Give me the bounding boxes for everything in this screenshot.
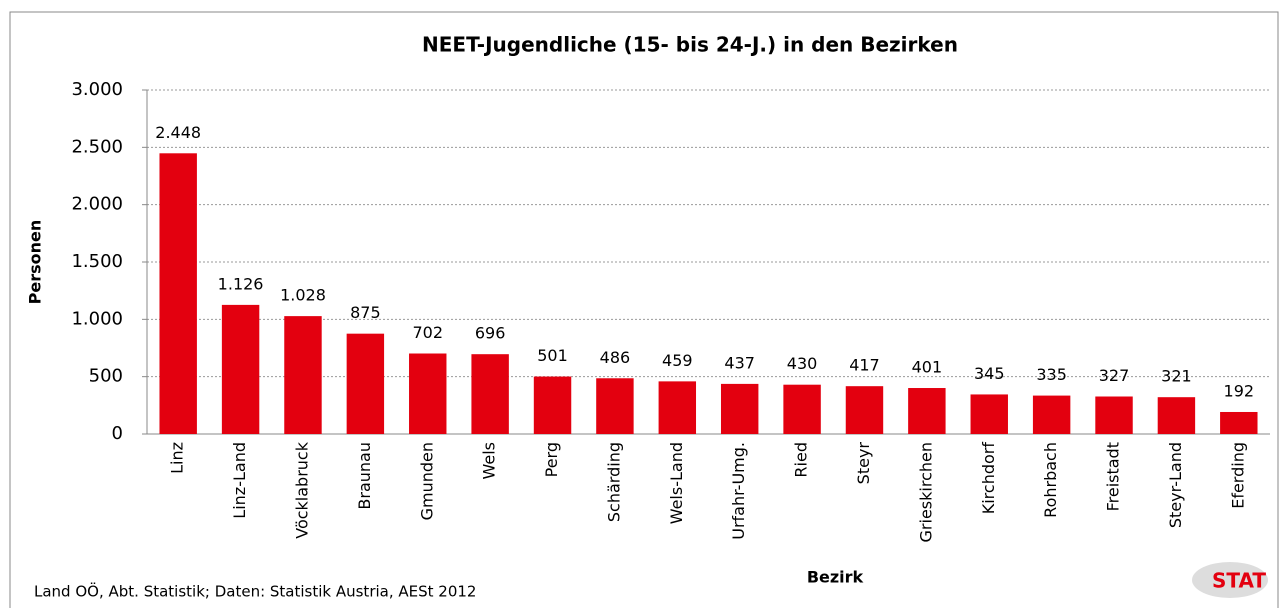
y-tick-label: 0 <box>112 423 123 444</box>
x-tick-label: Schärding <box>604 442 623 522</box>
value-label: 417 <box>849 356 880 375</box>
bar <box>1095 396 1133 434</box>
bar <box>471 354 509 434</box>
y-tick-label: 1.500 <box>71 251 123 272</box>
x-tick-label: Wels-Land <box>667 442 686 524</box>
chart-title: NEET-Jugendliche (15- bis 24-J.) in den … <box>422 33 958 57</box>
value-label: 2.448 <box>155 123 201 142</box>
value-label: 486 <box>600 348 631 367</box>
value-label: 335 <box>1036 365 1067 384</box>
value-label: 345 <box>974 364 1005 383</box>
x-tick-label: Freistadt <box>1104 442 1123 511</box>
y-tick-label: 3.000 <box>71 79 123 100</box>
value-label: 1.126 <box>218 274 264 293</box>
bar <box>1157 397 1196 434</box>
x-axis-label: Bezirk <box>807 568 864 587</box>
x-tick-label: Rohrbach <box>1041 442 1060 518</box>
x-tick-label: Wels <box>480 442 499 480</box>
value-label: 327 <box>1099 366 1130 385</box>
x-tick-label: Steyr <box>854 442 873 485</box>
value-label: 430 <box>787 354 818 373</box>
bar <box>845 386 884 434</box>
y-tick-label: 2.000 <box>71 194 123 215</box>
value-label: 702 <box>412 323 443 342</box>
y-tick-label: 1.000 <box>71 308 123 329</box>
logo: STAT <box>1212 569 1266 593</box>
value-label: 459 <box>662 351 693 370</box>
y-axis-label: Personen <box>26 220 45 305</box>
bar <box>1220 411 1258 434</box>
value-label: 1.028 <box>280 286 326 305</box>
bar <box>159 153 197 434</box>
x-tick-label: Eferding <box>1228 442 1247 509</box>
bar <box>221 304 260 434</box>
y-tick-label: 500 <box>89 366 123 387</box>
bar <box>409 353 447 434</box>
x-tick-label: Grieskirchen <box>916 442 935 542</box>
value-label: 401 <box>912 358 943 377</box>
x-tick-label: Linz-Land <box>230 442 249 519</box>
bar <box>720 383 759 434</box>
bar <box>596 378 634 434</box>
x-tick-label: Gmunden <box>417 442 436 520</box>
value-label: 321 <box>1161 367 1192 386</box>
bar <box>783 384 821 434</box>
y-tick-label: 2.500 <box>71 136 123 157</box>
bar <box>533 376 572 434</box>
value-label: 501 <box>537 346 568 365</box>
x-tick-label: Steyr-Land <box>1166 442 1185 528</box>
x-tick-label: Ried <box>792 442 811 478</box>
x-tick-label: Urfahr-Umg. <box>729 442 748 540</box>
bar <box>908 388 946 434</box>
value-label: 437 <box>724 353 755 372</box>
x-tick-label: Braunau <box>355 442 374 510</box>
x-tick-label: Kirchdorf <box>979 442 998 515</box>
bar <box>346 333 385 434</box>
bar <box>658 381 697 434</box>
bar <box>1032 395 1071 434</box>
value-label: 875 <box>350 303 381 322</box>
value-label: 696 <box>475 324 506 343</box>
bar <box>970 394 1008 434</box>
bar <box>284 316 322 434</box>
x-tick-label: Vöcklabruck <box>292 441 311 538</box>
source-note: Land OÖ, Abt. Statistik; Daten: Statisti… <box>34 582 476 601</box>
x-tick-label: Linz <box>168 442 187 474</box>
logo-shape <box>1192 562 1268 598</box>
chart-frame <box>9 11 1279 608</box>
x-tick-label: Perg <box>542 442 561 477</box>
value-label: 192 <box>1224 381 1255 400</box>
